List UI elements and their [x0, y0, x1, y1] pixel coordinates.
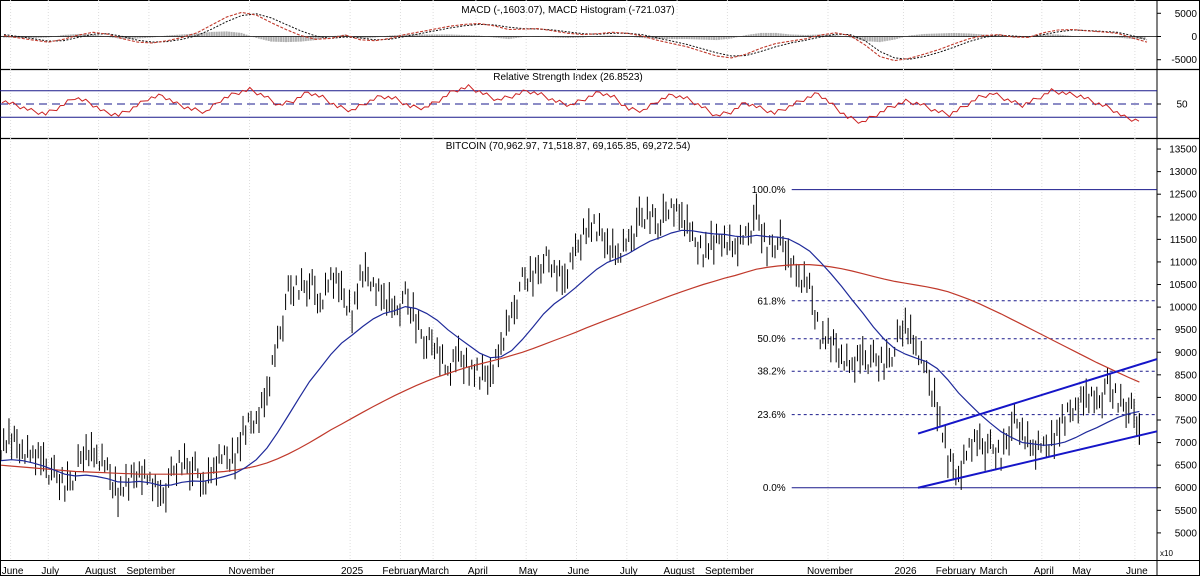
time-axis-label: June — [1126, 566, 1148, 576]
price-axis-label: 6500 — [1175, 461, 1198, 472]
price-axis-label: 12500 — [1169, 190, 1197, 201]
time-axis-label: February — [936, 566, 976, 576]
time-axis-label: September — [126, 566, 176, 576]
price-axis-label: 8000 — [1175, 393, 1198, 404]
time-axis-label: 2026 — [894, 566, 917, 576]
time-axis-label: March — [421, 566, 449, 576]
price-axis-label: 13000 — [1169, 167, 1197, 178]
time-axis-label: May — [519, 566, 538, 576]
time-axis-label: November — [228, 566, 275, 576]
macd-line — [3, 11, 1148, 62]
fib-level-label: 50.0% — [757, 334, 785, 345]
price-axis-label: 5000 — [1175, 528, 1198, 539]
time-axis-label: February — [382, 566, 422, 576]
time-axis-label: August — [664, 566, 695, 576]
price-axis-label: 10000 — [1169, 303, 1197, 314]
price-axis-label: 9500 — [1175, 325, 1198, 336]
rsi-panel-title: Relative Strength Index (26.8523) — [493, 72, 643, 83]
macd-signal-line — [3, 13, 1148, 60]
price-panel: 100.0% 61.8% 50.0% 38.2% 23.6% 0.0% — [0, 185, 1158, 518]
long-moving-average-line — [0, 264, 1140, 475]
price-axis-label: 9000 — [1175, 348, 1198, 359]
grid-lines — [10, 0, 1136, 560]
price-unit-label: x10 — [1160, 549, 1173, 558]
price-axis-label: 7000 — [1175, 438, 1198, 449]
fib-level-label: 100.0% — [752, 185, 786, 196]
fib-level-label: 0.0% — [763, 483, 786, 494]
macd-panel — [0, 11, 1157, 62]
rsi-line — [1, 83, 1140, 124]
time-axis-label: November — [807, 566, 854, 576]
time-axis-label: June — [2, 566, 24, 576]
time-axis-label: August — [85, 566, 116, 576]
macd-axis-label: 5000 — [1175, 9, 1198, 20]
fib-level-label: 38.2% — [757, 367, 785, 378]
time-axis-label: April — [468, 566, 488, 576]
price-axis-label: 11000 — [1170, 257, 1198, 268]
short-moving-average-line — [0, 229, 1140, 487]
time-axis-label: July — [620, 566, 638, 576]
price-axis-label: 12000 — [1169, 212, 1197, 223]
price-axis-label: 13500 — [1169, 145, 1197, 156]
time-axis-label: April — [1034, 566, 1054, 576]
time-axis-label: July — [41, 566, 59, 576]
price-axis-label: 5500 — [1175, 506, 1198, 517]
price-panel-title: BITCOIN (70,962.97, 71,518.87, 69,165.85… — [446, 141, 691, 152]
fib-level-label: 61.8% — [757, 296, 785, 307]
price-axis-label: 11500 — [1170, 235, 1198, 246]
time-axis-label: September — [705, 566, 755, 576]
time-axis-label: 2025 — [341, 566, 364, 576]
time-axis-label: May — [1072, 566, 1091, 576]
macd-axis-label: 0 — [1191, 32, 1197, 43]
price-axis-label: 10500 — [1169, 280, 1197, 291]
fib-level-label: 23.6% — [757, 410, 785, 421]
price-axis-label: 6000 — [1175, 483, 1198, 494]
time-axis-label: June — [568, 566, 590, 576]
price-axis-label: 7500 — [1175, 416, 1198, 427]
rsi-axis-label: 50 — [1176, 100, 1188, 111]
rsi-panel — [0, 83, 1157, 124]
macd-axis-label: -5000 — [1171, 55, 1197, 66]
price-axis-label: 8500 — [1175, 370, 1198, 381]
time-axis-label: March — [980, 566, 1008, 576]
macd-panel-title: MACD (-,1603.07), MACD Histogram (-721.0… — [461, 5, 674, 16]
trend-channel-lower-line — [917, 430, 1158, 489]
axis-labels: June July August September November 2025 Febru… — [2, 9, 1198, 576]
trend-channel-upper-line — [917, 358, 1158, 435]
